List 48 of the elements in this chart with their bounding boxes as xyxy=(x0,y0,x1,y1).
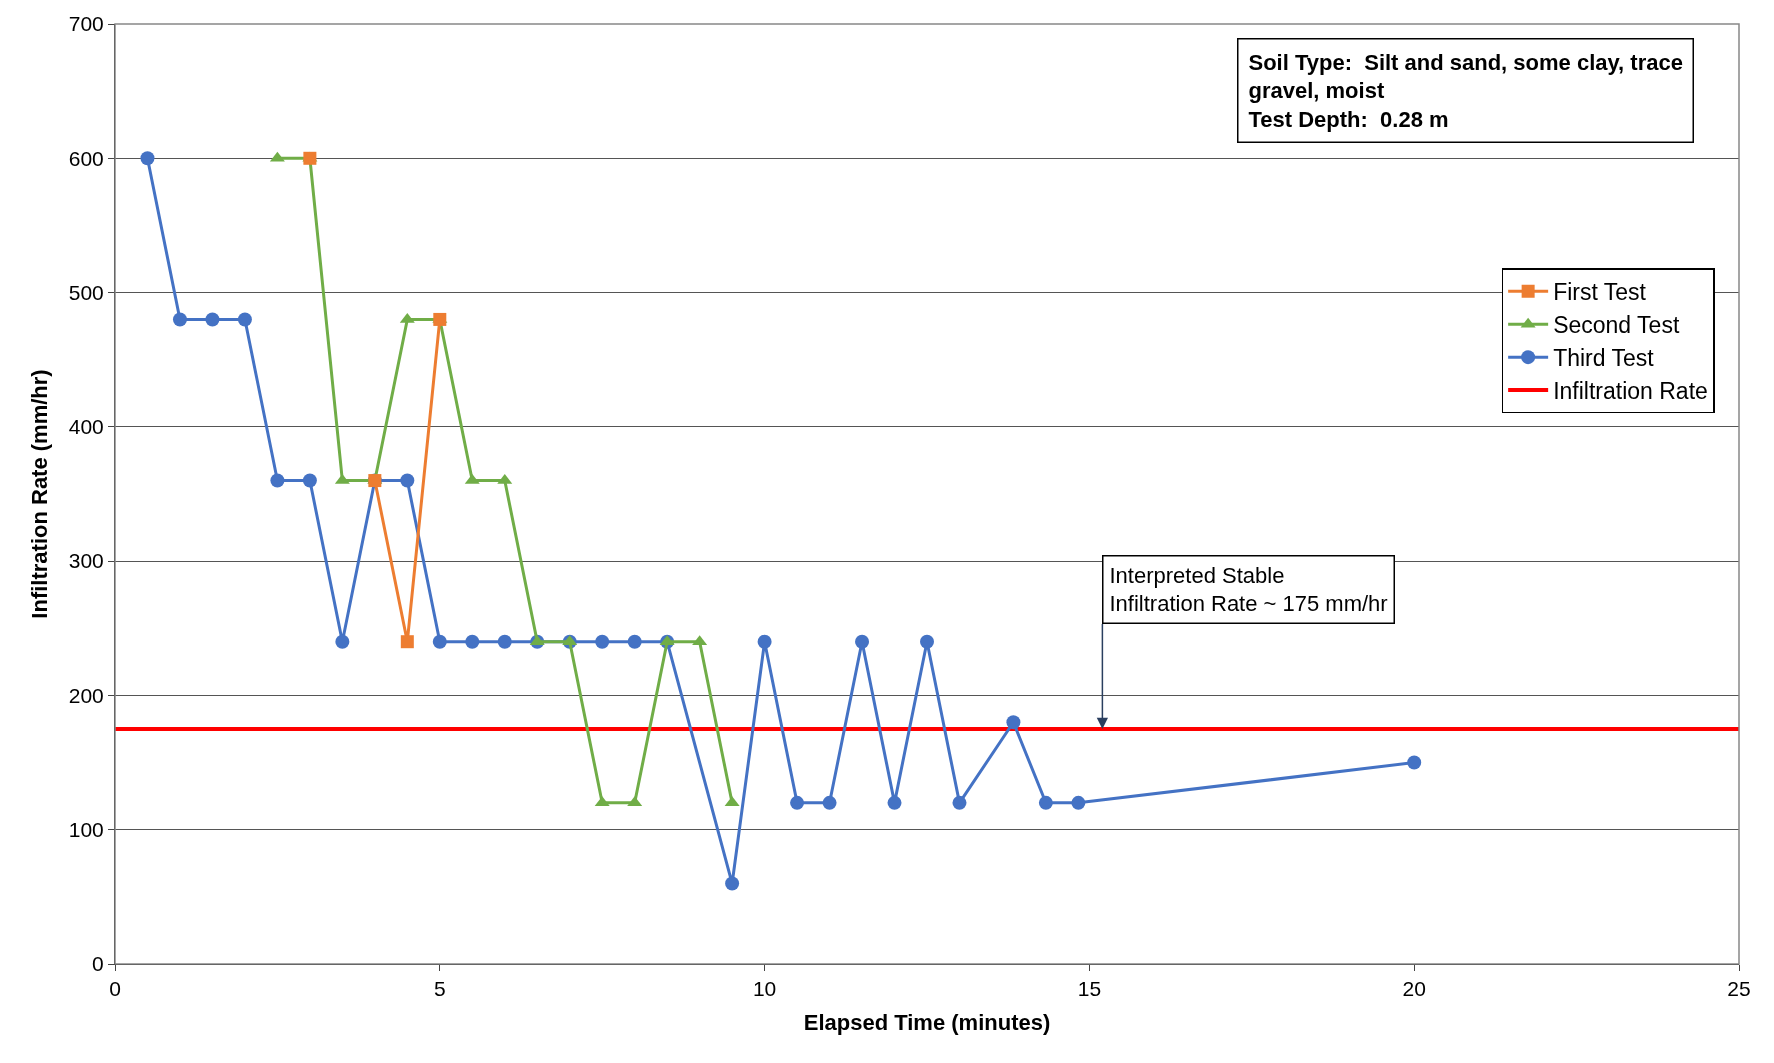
point xyxy=(1071,795,1086,810)
point xyxy=(335,634,350,649)
y-tick-label: 600 xyxy=(68,146,104,170)
legend-label: Second Test xyxy=(1553,312,1680,339)
point xyxy=(465,634,480,649)
point xyxy=(432,634,447,649)
point xyxy=(140,151,155,166)
point xyxy=(725,876,740,891)
y-tick-label: 300 xyxy=(68,549,104,573)
x-tick-label: 0 xyxy=(109,977,121,1001)
point xyxy=(237,312,252,327)
x-tick-label: 15 xyxy=(1077,977,1102,1001)
y-tick-label: 100 xyxy=(68,818,104,842)
point xyxy=(1038,795,1053,810)
point xyxy=(1006,715,1021,730)
point xyxy=(400,473,415,488)
point xyxy=(855,634,870,649)
legend-label: Infiltration Rate xyxy=(1553,378,1708,405)
point xyxy=(302,473,317,488)
y-axis-title: Infiltration Rate (mm/hr) xyxy=(26,369,52,619)
point xyxy=(757,634,772,649)
point xyxy=(887,795,902,810)
x-tick-label: 5 xyxy=(433,977,446,1001)
x-axis-title: Elapsed Time (minutes) xyxy=(803,1010,1051,1036)
point xyxy=(595,634,610,649)
point xyxy=(497,634,512,649)
x-tick-label: 20 xyxy=(1402,977,1426,1001)
point xyxy=(400,635,414,649)
point xyxy=(790,795,805,810)
y-tick-label: 700 xyxy=(68,12,104,36)
point xyxy=(270,473,285,488)
legend-label: Third Test xyxy=(1553,345,1655,372)
x-tick-label: 10 xyxy=(752,977,777,1001)
y-tick-label: 400 xyxy=(68,415,104,439)
legend-label: First Test xyxy=(1553,279,1647,306)
point xyxy=(952,795,967,810)
point xyxy=(822,795,837,810)
point xyxy=(920,634,934,649)
annotation: Interpreted Stable Infiltration Rate ~ 175 mm/hr xyxy=(1109,562,1388,617)
point xyxy=(172,312,187,327)
y-tick-label: 500 xyxy=(68,280,104,304)
annotation: Soil Type: Silt and sand, some clay, trace gravel, moist Test Depth: 0.28 m xyxy=(1248,49,1683,132)
y-tick-label: 0 xyxy=(92,952,104,976)
point xyxy=(205,312,220,327)
point xyxy=(627,634,642,649)
x-tick-label: 25 xyxy=(1727,977,1751,1001)
point xyxy=(1407,755,1422,770)
y-tick-label: 200 xyxy=(68,683,104,707)
